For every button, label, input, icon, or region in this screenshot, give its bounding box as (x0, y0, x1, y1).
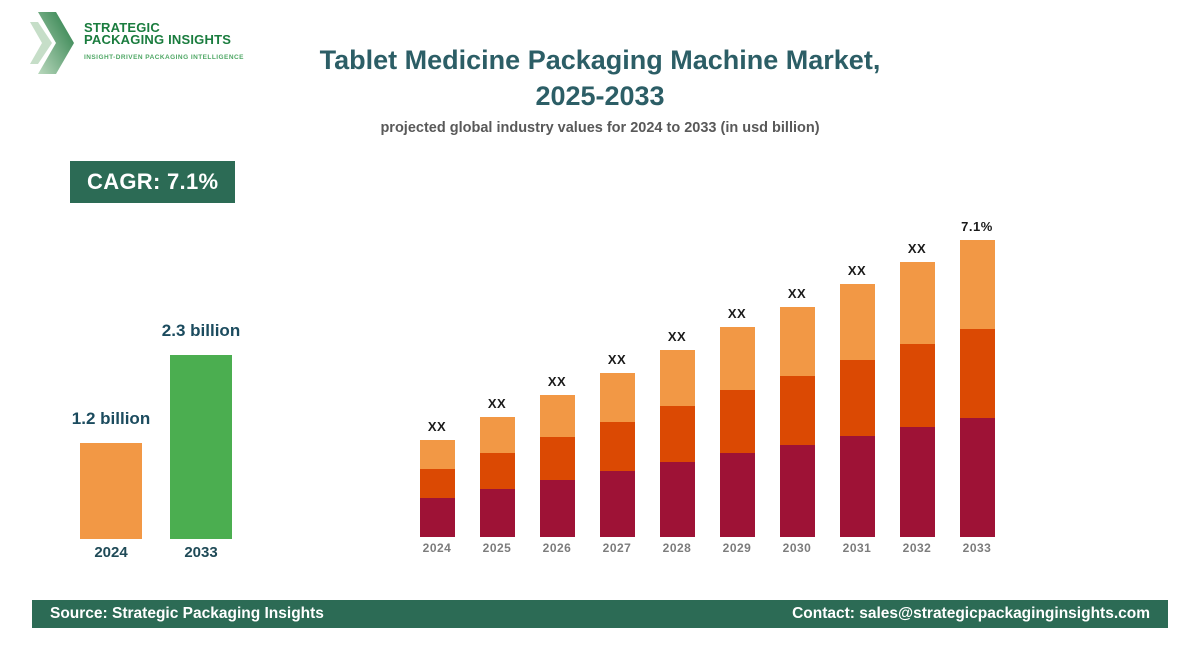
mini-bar (80, 443, 142, 539)
stacked-bar-segment-segment-middle (719, 390, 755, 453)
stacked-bar-year-label: 2029 (722, 541, 752, 555)
footer-source: Source: Strategic Packaging Insights (50, 605, 324, 622)
stacked-bar-segment-segment-bottom (539, 480, 575, 537)
logo-name-line1: STRATEGIC (84, 20, 160, 35)
mini-bar-chart: 1.2 billion 2024 2.3 billion 2033 (66, 320, 246, 561)
stacked-bar-top-label: XX (727, 306, 747, 321)
stacked-bar-segment-segment-middle (599, 422, 635, 471)
stacked-bar-year-label: 2031 (842, 541, 872, 555)
stacked-bar-segment-segment-bottom (419, 498, 455, 537)
logo-tagline: INSIGHT-DRIVEN PACKAGING INTELLIGENCE (84, 54, 244, 61)
stacked-bar-segment-segment-bottom (719, 453, 755, 537)
stacked-bar-segment-segment-top (539, 395, 575, 437)
stacked-bar-year-label: 2025 (482, 541, 512, 555)
stacked-bar-column: XX 2032 (887, 195, 947, 555)
stacked-bar-chart: XX 2024 XX 2025 XX 2026 XX 2027 XX 2028 XX 2029 XX 20… (407, 195, 1007, 555)
mini-bar-column: 1.2 billion 2024 (66, 320, 156, 561)
stacked-bar-segment-segment-bottom (959, 418, 995, 537)
stacked-bar-year-label: 2030 (782, 541, 812, 555)
stacked-bar-segment-segment-top (599, 373, 635, 422)
stacked-bar-column: XX 2030 (767, 195, 827, 555)
stacked-bar-column: XX 2026 (527, 195, 587, 555)
stacked-bar-segment-segment-bottom (659, 462, 695, 537)
logo-chevron-icon (30, 12, 74, 74)
logo-name-line2: PACKAGING INSIGHTS (84, 32, 232, 47)
mini-bar-year-label: 2033 (184, 544, 218, 561)
stacked-bar-segment-segment-middle (539, 437, 575, 480)
logo: STRATEGIC PACKAGING INSIGHTS INSIGHT-DRI… (30, 12, 244, 74)
stacked-bar-segment-segment-bottom (599, 471, 635, 537)
cagr-badge: CAGR: 7.1% (70, 161, 236, 203)
stacked-bar-top-label: XX (607, 352, 627, 367)
stacked-bar-segment-segment-top (719, 327, 755, 390)
mini-bar-year-label: 2024 (94, 544, 128, 561)
stacked-bar-segment-segment-middle (899, 344, 935, 427)
stacked-bar-segment-segment-bottom (479, 489, 515, 537)
page-subtitle: projected global industry values for 202… (380, 120, 820, 136)
logo-text: STRATEGIC PACKAGING INSIGHTS INSIGHT-DRI… (84, 12, 244, 61)
stacked-bar-year-label: 2024 (422, 541, 452, 555)
stacked-bar-column: XX 2025 (467, 195, 527, 555)
stacked-bar-top-label: XX (907, 241, 927, 256)
stacked-bar-top-label: XX (487, 396, 507, 411)
stacked-bar-column: XX 2024 (407, 195, 467, 555)
stacked-bar-column: XX 2027 (587, 195, 647, 555)
stacked-bar-segment-segment-top (899, 262, 935, 344)
stacked-bar-segment-segment-bottom (839, 436, 875, 537)
stacked-bar-column: XX 2029 (707, 195, 767, 555)
stacked-bar-segment-segment-middle (839, 360, 875, 436)
stacked-bar-segment-segment-middle (959, 329, 995, 418)
mini-bar-value-label: 2.3 billion (161, 321, 241, 340)
stacked-bar-year-label: 2033 (962, 541, 992, 555)
page-title-line2: 2025-2033 (535, 81, 665, 111)
stacked-bar-column: XX 2031 (827, 195, 887, 555)
stacked-bar-segment-segment-middle (479, 453, 515, 489)
stacked-bar-top-label: XX (427, 419, 447, 434)
stacked-bar-segment-segment-top (419, 440, 455, 469)
stacked-bar-year-label: 2032 (902, 541, 932, 555)
mini-bar (170, 355, 232, 539)
mini-bar-value-label: 1.2 billion (71, 409, 151, 428)
stacked-bar-segment-segment-bottom (779, 445, 815, 537)
stacked-bar-column: XX 2028 (647, 195, 707, 555)
footer-contact: Contact: sales@strategicpackaginginsight… (792, 605, 1150, 622)
stacked-bar-top-label: 7.1% (961, 219, 993, 234)
stacked-bar-top-label: XX (667, 329, 687, 344)
title-block: Tablet Medicine Packaging Machine Market… (200, 42, 1000, 136)
stacked-bar-top-label: XX (547, 374, 567, 389)
footer-bar: Source: Strategic Packaging Insights Con… (32, 600, 1168, 628)
stacked-bar-top-label: XX (787, 286, 807, 301)
page-title-line1: Tablet Medicine Packaging Machine Market… (319, 45, 881, 75)
stacked-bar-top-label: XX (847, 263, 867, 278)
stacked-bar-segment-segment-bottom (899, 427, 935, 537)
stacked-bar-segment-segment-middle (419, 469, 455, 498)
stacked-bar-year-label: 2028 (662, 541, 692, 555)
stacked-bar-year-label: 2027 (602, 541, 632, 555)
stacked-bar-segment-segment-top (839, 284, 875, 360)
stacked-bar-segment-segment-top (479, 417, 515, 453)
stacked-bar-segment-segment-top (779, 307, 815, 376)
stacked-bar-column: 7.1% 2033 (947, 195, 1007, 555)
stacked-bar-year-label: 2026 (542, 541, 572, 555)
mini-bar-column: 2.3 billion 2033 (156, 320, 246, 561)
stacked-bar-segment-segment-top (659, 350, 695, 406)
stacked-bar-segment-segment-top (959, 240, 995, 329)
stacked-bar-segment-segment-middle (779, 376, 815, 445)
stacked-bar-segment-segment-middle (659, 406, 695, 462)
